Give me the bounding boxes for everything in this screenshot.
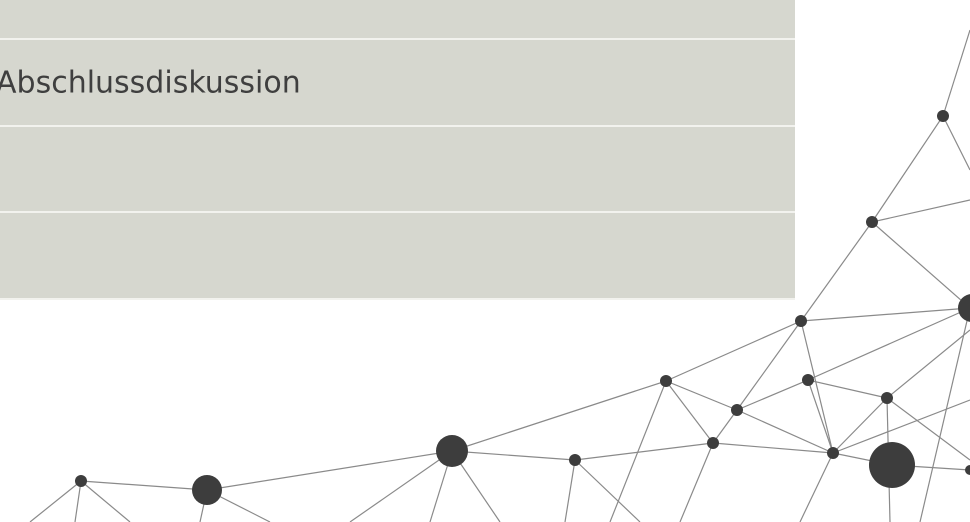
network-decoration <box>0 0 970 522</box>
network-lines <box>30 30 970 522</box>
network-nodes <box>75 110 970 505</box>
slide: {"table": {"rows": [{"cells": ["Abschlus… <box>0 0 970 522</box>
